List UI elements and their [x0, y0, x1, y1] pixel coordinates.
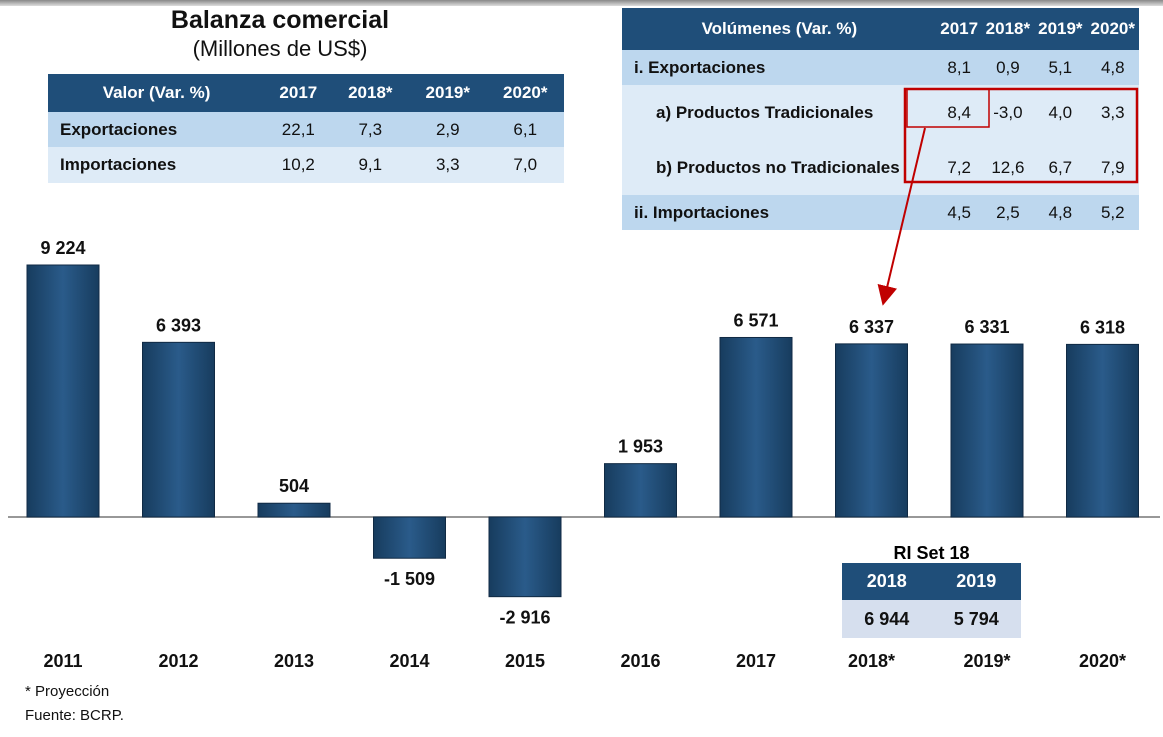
- bar-2012: [142, 341, 215, 518]
- bar-2014: [373, 516, 446, 559]
- cell: 8,4: [947, 102, 971, 122]
- x-tick-label: 2015: [505, 651, 545, 671]
- cell: 6,7: [1048, 157, 1073, 177]
- bar-2011: [26, 264, 100, 518]
- highlight-box: [903, 87, 1139, 184]
- bar-2016: [604, 463, 677, 518]
- cell: 5,2: [1100, 202, 1125, 222]
- bar-2018*: [835, 343, 908, 518]
- cell: 3,3: [435, 155, 460, 174]
- x-tick-label: 2014: [389, 651, 429, 671]
- x-tick-label: 2017: [736, 651, 776, 671]
- cell: 4,0: [1048, 102, 1073, 122]
- cell: 7,3: [358, 119, 383, 139]
- header-cell: Volúmenes (Var. %): [622, 8, 937, 50]
- cell: 8,1: [947, 57, 971, 77]
- chart-title: Balanza comercial: [170, 6, 390, 34]
- header-cell: 2019*: [1034, 8, 1087, 50]
- cell: 7,2: [947, 157, 971, 177]
- highlight-cell: [906, 88, 990, 128]
- cell: 4,8: [1100, 57, 1125, 77]
- cell: 6,1: [513, 119, 538, 139]
- highlight-arrow: [877, 127, 926, 306]
- x-tick-label: 2016: [620, 651, 660, 671]
- data-label: 9 224: [40, 238, 85, 258]
- data-label: 6 331: [964, 317, 1009, 337]
- cell: 5,1: [1048, 57, 1073, 77]
- data-label: -2 916: [499, 608, 550, 628]
- header-cell: 2018*: [331, 74, 410, 112]
- x-tick-label: 2020*: [1079, 651, 1126, 671]
- table-row: Exportaciones 22,1 7,3 2,9 6,1: [48, 112, 564, 147]
- header-cell: 2017: [265, 74, 332, 112]
- header-cell: 2017: [936, 8, 982, 50]
- cell: -3,0: [993, 102, 1023, 122]
- header-cell: 2018*: [981, 8, 1035, 50]
- cell: 7,0: [513, 155, 538, 174]
- x-tick-label: 2011: [43, 651, 82, 671]
- cell: b) Productos no Tradicionales: [656, 157, 900, 177]
- table-row: a) Productos Tradicionales 8,4 -3,0 4,0 3,3: [622, 85, 1139, 140]
- valor-table: Valor (Var. %) 2017 2018* 2019* 2020* Export…: [48, 74, 564, 183]
- table-row: Importaciones 10,2 9,1 3,3 7,0: [48, 147, 564, 183]
- data-label: 1 953: [618, 437, 663, 457]
- cell: 12,6: [991, 157, 1025, 177]
- cell: 9,1: [358, 155, 383, 174]
- cell: Importaciones: [60, 155, 177, 174]
- x-tick-label: 2018*: [848, 651, 895, 671]
- cell: 5 794: [931, 600, 1021, 638]
- table-row: i. Exportaciones 8,1 0,9 5,1 4,8: [622, 50, 1139, 85]
- header-cell: 2020*: [486, 74, 564, 112]
- header-cell: 2019*: [409, 74, 487, 112]
- cell: 22,1: [281, 119, 315, 139]
- cell: 4,8: [1048, 202, 1073, 222]
- header-cell: 2019: [931, 563, 1021, 600]
- cell: ii. Importaciones: [634, 202, 770, 222]
- cell: 3,3: [1100, 102, 1125, 122]
- bar-2013: [257, 502, 331, 518]
- bar-2020*: [1066, 343, 1139, 518]
- cell: i. Exportaciones: [634, 57, 766, 77]
- x-tick-label: 2019*: [963, 651, 1010, 671]
- chart-subtitle: (Millones de US$): [192, 36, 368, 61]
- bar-2015: [488, 516, 562, 598]
- x-tick-label: 2012: [158, 651, 198, 671]
- data-label: 6 393: [156, 315, 201, 335]
- cell: 10,2: [281, 155, 315, 174]
- cell: a) Productos Tradicionales: [656, 102, 874, 122]
- bar-2017: [719, 336, 793, 518]
- cell: 2,9: [435, 119, 460, 139]
- cell: 4,5: [947, 202, 971, 222]
- top-band: [0, 0, 1163, 6]
- table-row: ii. Importaciones 4,5 2,5 4,8 5,2: [622, 195, 1139, 230]
- data-label: 6 571: [733, 310, 778, 330]
- data-label: 6 337: [849, 317, 894, 337]
- ri-title: RI Set 18: [893, 543, 970, 563]
- volumen-table: Volúmenes (Var. %) 2017 2018* 2019* 2020* i.…: [622, 8, 1139, 230]
- source: Fuente: BCRP.: [25, 707, 124, 724]
- cell: 2,5: [996, 202, 1020, 222]
- bar-2019*: [950, 343, 1024, 518]
- footnote: * Proyección: [25, 683, 110, 700]
- ri-table: 2018 2019 6 944 5 794: [842, 563, 1021, 638]
- header-cell: 2020*: [1086, 8, 1139, 50]
- header-cell: Valor (Var. %): [48, 74, 266, 112]
- cell: 7,9: [1100, 157, 1125, 177]
- data-label: 6 318: [1080, 317, 1125, 337]
- cell: 6 944: [842, 600, 932, 638]
- cell: Exportaciones: [60, 119, 178, 139]
- header-cell: 2018: [842, 563, 932, 600]
- data-label: 504: [279, 476, 309, 496]
- table-row: b) Productos no Tradicionales 7,2 12,6 6,7 7…: [622, 140, 1139, 195]
- x-tick-label: 2013: [274, 651, 314, 671]
- cell: 0,9: [996, 57, 1020, 77]
- data-label: -1 509: [384, 569, 435, 589]
